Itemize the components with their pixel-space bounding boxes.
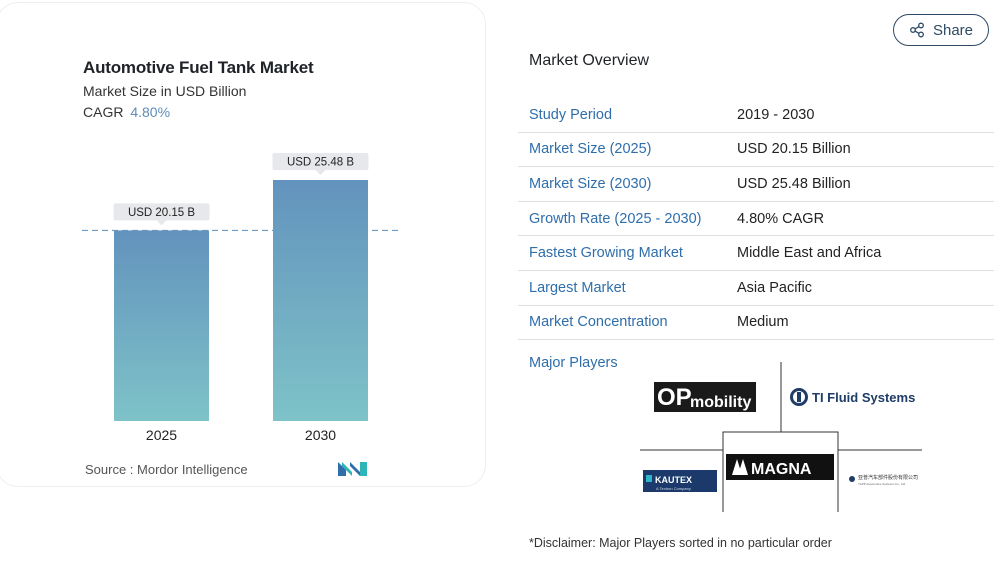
- overview-row-fastest-growing: Fastest Growing Market Middle East and A…: [518, 236, 994, 271]
- data-label-bg: [113, 203, 210, 221]
- chart-subtitle: Market Size in USD Billion: [83, 83, 247, 99]
- yapp-subtext: YAPP Automotive Systems Co., Ltd.: [858, 482, 906, 486]
- row-value: Middle East and Africa: [737, 245, 882, 262]
- chart-source: Source : Mordor Intelligence: [85, 462, 248, 477]
- overview-row-market-concentration: Market Concentration Medium: [518, 306, 994, 341]
- opmobility-op: OP: [657, 384, 692, 411]
- overview-row-market-size-2025: Market Size (2025) USD 20.15 Billion: [518, 133, 994, 168]
- row-key[interactable]: Market Size (2025): [529, 141, 652, 158]
- opmobility-word: mobility: [690, 394, 751, 411]
- magna-text: MAGNA: [751, 461, 812, 478]
- row-value: Medium: [737, 314, 789, 331]
- bar-2025: [114, 230, 209, 421]
- data-label-pointer: [315, 170, 326, 175]
- magna-logo: MAGNA: [726, 454, 834, 480]
- ti-fluid-text: TI Fluid Systems: [812, 390, 915, 405]
- kautex-text: KAUTEX: [655, 475, 692, 485]
- yapp-logo: 亚普汽车部件股份有限公司 YAPP Automotive Systems Co.…: [849, 474, 918, 486]
- opmobility-logo: OP mobility: [654, 382, 756, 412]
- data-label-pointer: [156, 220, 167, 226]
- overview-row-market-size-2030: Market Size (2030) USD 25.48 Billion: [518, 167, 994, 202]
- kautex-logo: KAUTEX A Textron Company: [643, 470, 717, 492]
- share-label: Share: [932, 21, 974, 39]
- overview-table: Study Period 2019 - 2030 Market Size (20…: [518, 98, 994, 341]
- overview-row-growth-rate: Growth Rate (2025 - 2030) 4.80% CAGR: [518, 202, 994, 237]
- row-key[interactable]: Study Period: [529, 106, 613, 123]
- overview-title: Market Overview: [529, 52, 650, 69]
- kautex-subtext: A Textron Company: [656, 486, 691, 491]
- row-value: USD 20.15 Billion: [737, 141, 851, 158]
- bar-chart: USD 20.15 B 2025 USD 25.48 B 2030: [82, 153, 402, 443]
- row-value: 4.80% CAGR: [737, 210, 825, 227]
- data-label-bg: [272, 153, 369, 170]
- ti-fluid-systems-logo: TI Fluid Systems: [790, 388, 915, 406]
- major-players-grid: OP mobility TI Fluid Systems KAUTEX A Te…: [640, 362, 922, 512]
- chart-card: [0, 2, 486, 487]
- row-value: 2019 - 2030: [737, 106, 815, 123]
- row-key[interactable]: Fastest Growing Market: [529, 245, 683, 262]
- row-key[interactable]: Market Size (2030): [529, 175, 652, 192]
- share-icon: [910, 22, 924, 38]
- disclaimer: *Disclaimer: Major Players sorted in no …: [529, 536, 832, 550]
- data-label: USD 25.48 B: [287, 157, 354, 169]
- bar-2030: [273, 180, 368, 421]
- row-value: USD 25.48 Billion: [737, 175, 851, 192]
- cagr-line: CAGR 4.80%: [83, 104, 170, 120]
- row-key[interactable]: Largest Market: [529, 279, 626, 296]
- overview-row-largest-market: Largest Market Asia Pacific: [518, 271, 994, 306]
- mordor-intelligence-logo-icon: [338, 462, 367, 476]
- chart-title: Automotive Fuel Tank Market: [83, 58, 314, 77]
- cagr-value: 4.80%: [130, 104, 171, 120]
- overview-row-study-period: Study Period 2019 - 2030: [518, 98, 994, 133]
- row-key[interactable]: Growth Rate (2025 - 2030): [529, 210, 702, 227]
- share-button[interactable]: Share: [893, 14, 989, 46]
- row-key[interactable]: Market Concentration: [529, 314, 668, 331]
- data-label: USD 20.15 B: [128, 207, 195, 219]
- yapp-text: 亚普汽车部件股份有限公司: [858, 474, 918, 481]
- x-tick-label: 2030: [305, 427, 336, 443]
- x-tick-label: 2025: [146, 427, 177, 443]
- major-players-label[interactable]: Major Players: [529, 355, 618, 371]
- cagr-label: CAGR: [83, 104, 124, 120]
- row-value: Asia Pacific: [737, 279, 812, 296]
